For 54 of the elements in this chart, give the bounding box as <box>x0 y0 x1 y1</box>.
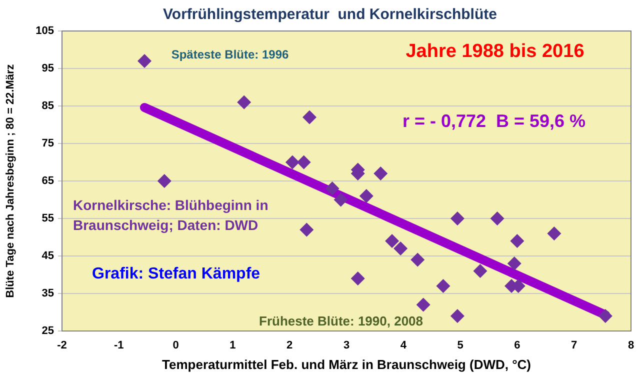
point <box>507 256 522 270</box>
point <box>510 234 524 248</box>
y-tick-label: 105 <box>36 25 54 38</box>
x-tick-label: -2 <box>57 340 67 352</box>
point <box>473 264 488 278</box>
x-axis-title: Temperaturmittel Feb. und März in Braunschweig (DWD, °C) <box>162 356 531 372</box>
point <box>416 298 430 312</box>
x-tick-label: 0 <box>172 340 179 352</box>
annotation: Früheste Blüte: 1990, 2008 <box>259 314 424 329</box>
point <box>157 174 172 188</box>
point <box>325 182 340 196</box>
point <box>385 234 400 248</box>
point <box>547 226 562 240</box>
point <box>436 279 450 293</box>
y-tick-label: 65 <box>42 175 54 188</box>
chart-title: Vorfrühlingstemperatur und Kornelkirschblüte <box>163 6 497 24</box>
y-tick-label: 95 <box>42 62 54 75</box>
point <box>374 166 388 180</box>
x-tick-label: 1 <box>230 340 236 352</box>
point <box>334 192 348 207</box>
point <box>450 309 464 323</box>
annotation: Grafik: Stefan Kämpfe <box>92 265 260 282</box>
point <box>285 155 300 170</box>
x-tick-label: 8 <box>628 340 634 352</box>
point <box>300 222 314 237</box>
point <box>410 252 425 267</box>
annotation: Jahre 1988 bis 2016 <box>406 41 584 62</box>
point <box>394 242 408 256</box>
x-tick-label: -1 <box>114 340 124 352</box>
y-axis-title: Blüte Tage nach Jahresbeginn ; 80 = 22.März <box>4 64 17 298</box>
y-tick-label: 25 <box>42 325 54 338</box>
point <box>350 272 365 286</box>
point <box>302 110 317 124</box>
x-tick-label: 6 <box>514 340 520 352</box>
x-tick-label: 2 <box>286 340 293 352</box>
point <box>598 309 612 323</box>
annotation: Kornelkirsche: Blühbeginn in Braunschweig; Daten: DWD <box>73 196 268 233</box>
x-tick-label: 7 <box>571 340 578 352</box>
point <box>490 212 504 226</box>
point <box>138 54 152 68</box>
point <box>237 95 252 110</box>
point <box>296 155 311 170</box>
y-tick-label: 45 <box>42 250 54 262</box>
x-tick-label: 5 <box>457 340 464 352</box>
x-tick-label: 3 <box>343 340 350 352</box>
point <box>450 212 464 226</box>
x-tick-label: 4 <box>400 340 408 352</box>
annotation: r = - 0,772 B = 59,6 % <box>402 110 586 131</box>
y-tick-label: 85 <box>42 100 54 112</box>
point <box>359 189 374 203</box>
y-tick-label: 55 <box>42 212 54 225</box>
y-tick-label: 75 <box>42 138 54 150</box>
y-tick-label: 35 <box>42 288 54 300</box>
annotation: Späteste Blüte: 1996 <box>171 47 290 62</box>
